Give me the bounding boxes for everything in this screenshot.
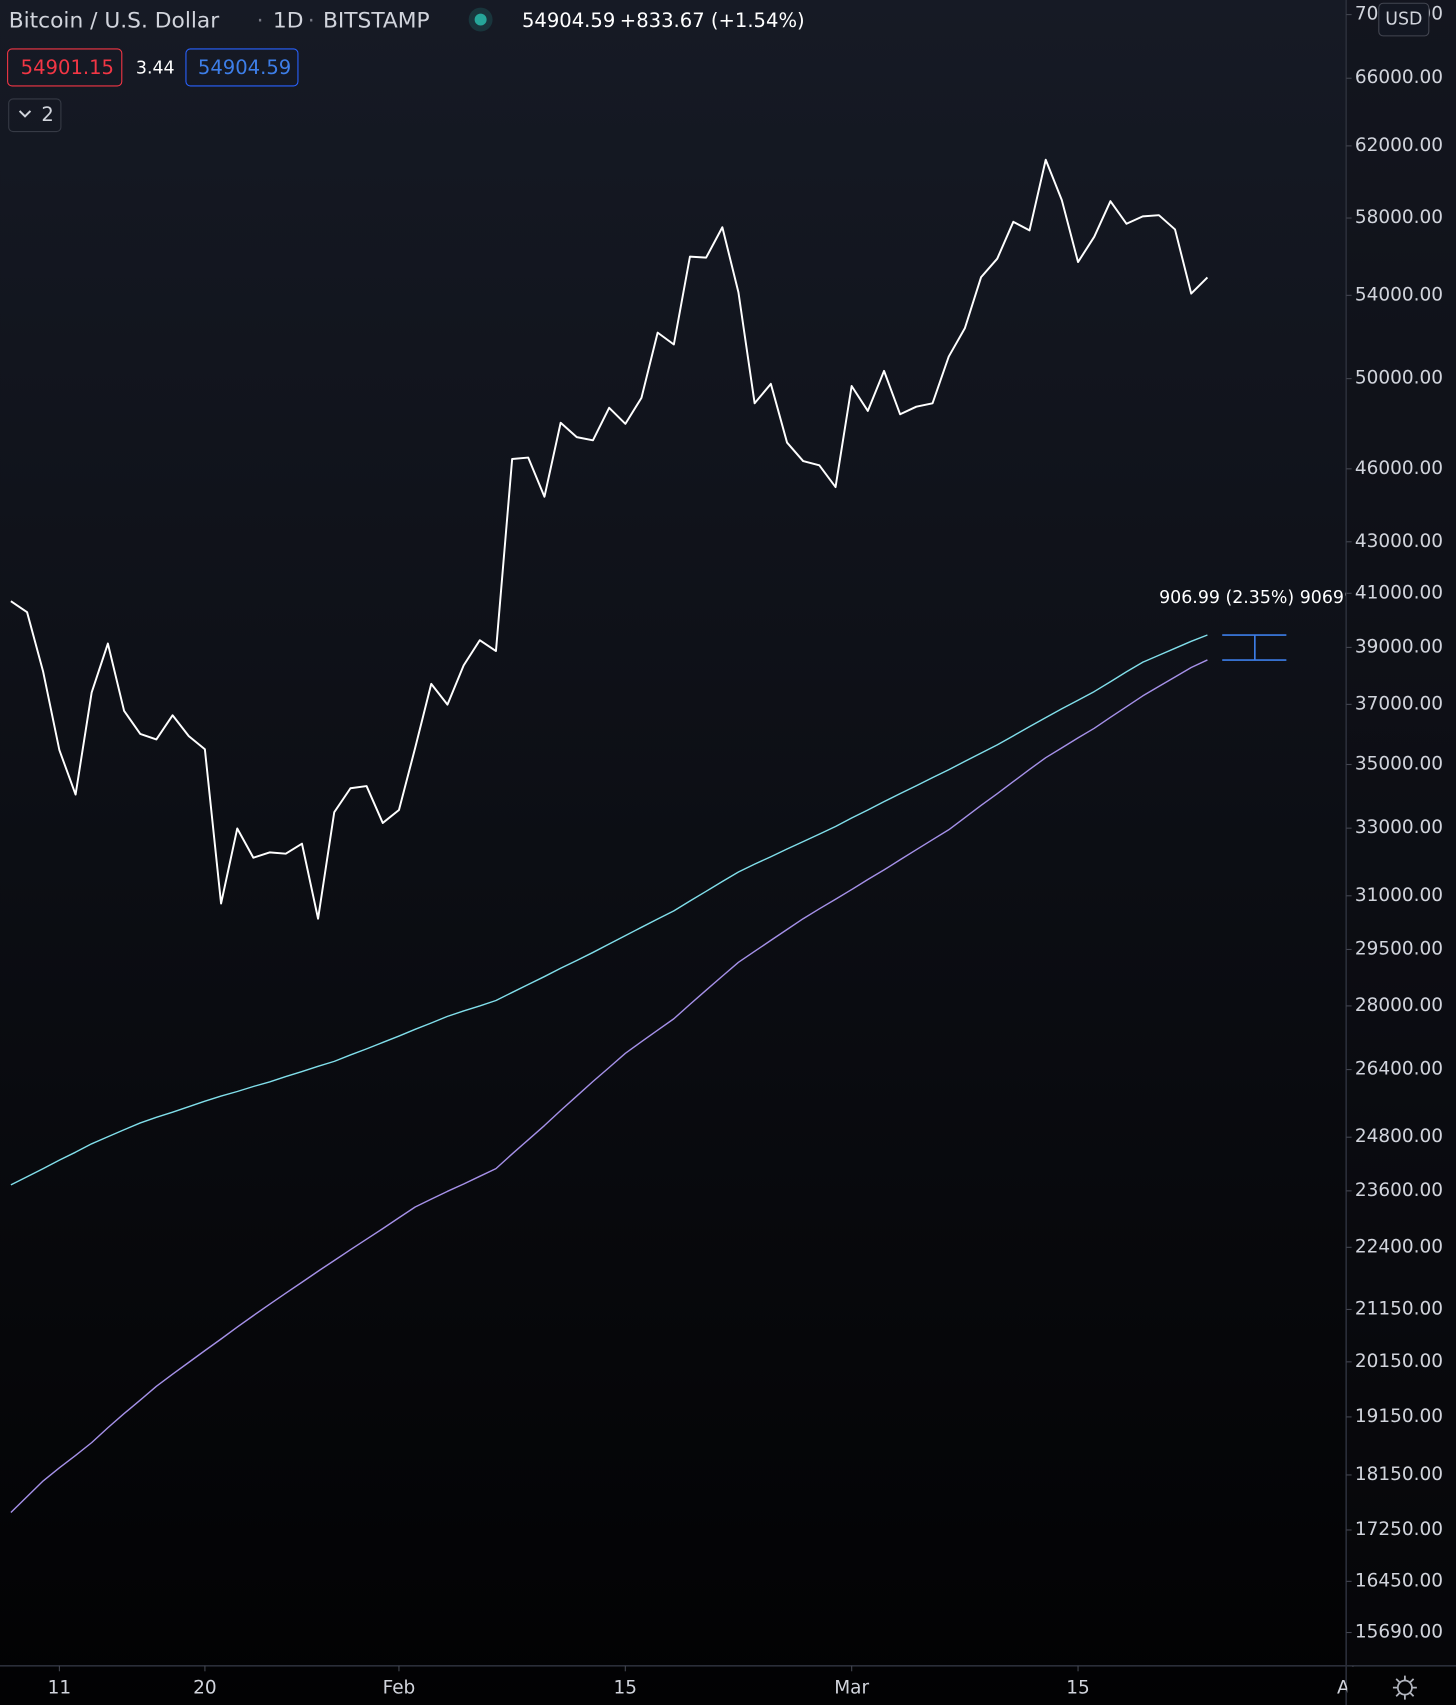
indicators-toggle[interactable] [8,98,62,133]
x-tick-label: Feb [383,1678,416,1699]
settings-icon[interactable] [1392,1675,1417,1700]
bid-box[interactable] [7,48,123,87]
currency[interactable]: USD [1385,10,1422,30]
bid[interactable]: 54901.15 [21,56,114,79]
measure-label: 906.99 (2.35%) 90699 [1159,588,1355,608]
separator: · [257,9,264,34]
ask[interactable]: 54904.59 [198,56,291,79]
y-tick-label: 58000.00 [1355,207,1443,228]
interval: 1D [273,9,304,34]
x-tick-label: 11 [48,1678,72,1699]
plot-area: 906.99 (2.35%) 90699 [10,158,1355,1514]
y-tick-label: 33000.00 [1355,817,1443,838]
series-line [10,659,1208,1514]
x-tick-label: 20 [193,1678,217,1699]
x-tick-label: 15 [1066,1678,1090,1699]
y-tick-label: 20150.00 [1355,1351,1443,1372]
y-tick-label: 37000.00 [1355,693,1443,714]
y-tick-label: 24800.00 [1355,1126,1443,1147]
y-tick-label: 43000.00 [1355,531,1443,552]
y-tick-label: 21150.00 [1355,1298,1443,1319]
y-tick-label: 22400.00 [1355,1236,1443,1257]
status-dot [474,13,487,26]
ask-box[interactable] [185,48,299,87]
y-tick-label: 17250.00 [1355,1519,1443,1540]
y-tick-label: 50000.00 [1355,368,1443,389]
currency-badge[interactable] [1378,2,1430,37]
y-tick-label: 35000.00 [1355,753,1443,774]
y-tick-label: 39000.00 [1355,636,1443,657]
y-tick-label: 41000.00 [1355,582,1443,603]
y-tick-label: 54000.00 [1355,284,1443,305]
y-tick-label: 28000.00 [1355,995,1443,1016]
y-tick-label: 16450.00 [1355,1570,1443,1591]
last-price: 54904.59 [522,9,615,32]
price-change: +833.67 (+1.54%) [620,9,805,32]
y-tick-label: 26400.00 [1355,1059,1443,1080]
chevron-icon[interactable] [18,110,32,118]
y-tick-label: 46000.00 [1355,458,1443,479]
series-line [10,634,1208,1186]
overlay: USD [1347,2,1456,1705]
corner [1347,1666,1456,1705]
x-tick-label: Mar [834,1678,869,1699]
spread: 3.44 [136,59,175,79]
y-tick-label: 15690.00 [1355,1622,1443,1643]
y-tick-label: 62000.00 [1355,135,1443,156]
y-tick-label: 66000.00 [1355,67,1443,88]
x-tick-label: 15 [614,1678,638,1699]
y-tick-label: 18150.00 [1355,1464,1443,1485]
y-tick-label: 19150.00 [1355,1406,1443,1427]
symbol: Bitcoin / U.S. Dollar [9,9,220,34]
exchange: BITSTAMP [323,9,430,34]
separator: · [308,9,315,34]
y-tick-label: 31000.00 [1355,885,1443,906]
y-tick-label: 23600.00 [1355,1180,1443,1201]
indicator-count[interactable]: 2 [41,103,53,126]
y-tick-label: 29500.00 [1355,938,1443,959]
header: Bitcoin / U.S. Dollar · 1D · BITSTAMP 54… [7,7,805,133]
series-line [10,158,1209,920]
measure-tool [1222,634,1287,661]
